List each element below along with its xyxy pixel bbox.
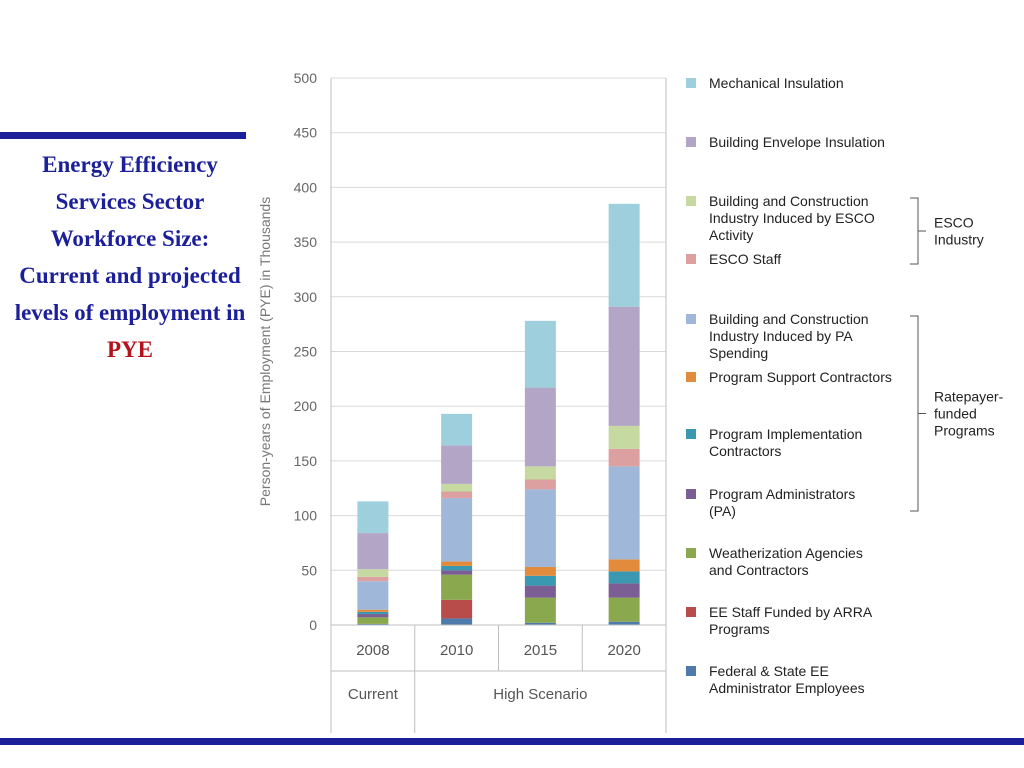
y-tick-label-50: 50 — [301, 562, 317, 578]
bar-2008-program-administrators-pa — [357, 614, 389, 618]
x-tick-label-2010: 2010 — [440, 642, 473, 659]
bar-2015-mechanical-insulation — [524, 320, 556, 388]
legend-item-program-implementation-contractors-label: Program Implementation Contractors — [709, 426, 862, 459]
legend-item-esco-staff-label: ESCO Staff — [709, 251, 781, 267]
y-tick-label-250: 250 — [294, 344, 318, 360]
bar-2020-federal-state-ee-administrator-employees — [608, 621, 640, 625]
y-axis-label: Person-years of Employment (PYE) in Thou… — [257, 197, 273, 506]
legend-item-weatherization-agencies-and-contractors-label: Weatherization Agencies and Contractors — [709, 545, 863, 578]
bar-2010-building-and-construction-industry-induced-by-pa-spending — [441, 498, 473, 562]
legend-item-esco-staff-swatch — [686, 254, 696, 264]
y-tick-label-0: 0 — [309, 617, 317, 633]
legend-item-program-support-contractors-swatch — [686, 372, 696, 382]
legend-item-program-administrators-pa-swatch — [686, 489, 696, 499]
bar-2020-mechanical-insulation — [608, 203, 640, 307]
bar-2010-program-implementation-contractors — [441, 565, 473, 571]
x-tick-label-2015: 2015 — [524, 642, 557, 659]
bar-2008-program-support-contractors — [357, 609, 389, 612]
bar-2008-federal-state-ee-administrator-employees — [357, 623, 389, 625]
bar-2008-mechanical-insulation — [357, 501, 389, 534]
bar-2020-building-envelope-insulation — [608, 306, 640, 426]
x-tick-label-2008: 2008 — [356, 642, 389, 659]
x-axis-table: 2008 2010 2015 2020 Current High Scenario — [331, 624, 666, 733]
chart-bars — [357, 203, 640, 625]
bar-2008-weatherization-agencies-and-contractors — [357, 617, 389, 624]
y-tick-label-500: 500 — [294, 70, 318, 86]
y-tick-label-300: 300 — [294, 289, 318, 305]
legend-item-building-and-construction-industry-induced-by-esco-activity-label: Building and Construction Industry Induce… — [709, 193, 875, 243]
bar-2015-program-administrators-pa — [524, 585, 556, 598]
y-tick-label-100: 100 — [294, 508, 318, 524]
y-tick-label-200: 200 — [294, 398, 318, 414]
bar-2008-building-envelope-insulation — [357, 533, 389, 570]
bar-2020-program-support-contractors — [608, 559, 640, 572]
bar-2008-esco-staff — [357, 576, 389, 582]
bar-2015-program-implementation-contractors — [524, 575, 556, 586]
bar-2015-esco-staff — [524, 479, 556, 490]
bar-2008-program-implementation-contractors — [357, 611, 389, 615]
legend-bracket-ratepayer-funded-programs — [910, 315, 926, 512]
bar-2020-building-and-construction-industry-induced-by-pa-spending — [608, 466, 640, 560]
legend-item-program-administrators-pa-label: Program Administrators (PA) — [709, 486, 855, 519]
legend-item-building-and-construction-industry-induced-by-pa-spending-swatch — [686, 314, 696, 324]
bar-2010-weatherization-agencies-and-contractors — [441, 574, 473, 600]
bar-2020-esco-staff — [608, 448, 640, 467]
legend-bracket-esco-industry — [910, 197, 926, 265]
bar-2010-federal-state-ee-administrator-employees — [441, 618, 473, 625]
bar-2010-building-and-construction-industry-induced-by-esco-activity — [441, 483, 473, 492]
legend-item-weatherization-agencies-and-contractors-swatch — [686, 548, 696, 558]
bar-2008-building-and-construction-industry-induced-by-esco-activity — [357, 569, 389, 577]
legend-item-building-envelope-insulation-swatch — [686, 137, 696, 147]
bar-2015-federal-state-ee-administrator-employees — [524, 622, 556, 625]
x-group-label-current: Current — [348, 686, 399, 703]
legend-bracket-label-esco-industry: ESCO Industry — [934, 215, 984, 248]
legend-item-federal-state-ee-administrator-employees-swatch — [686, 666, 696, 676]
bar-2015-building-envelope-insulation — [524, 387, 556, 467]
y-tick-label-450: 450 — [294, 125, 318, 141]
slide-title: Energy Efficiency Services Sector Workfo… — [14, 146, 246, 368]
bar-2020-program-implementation-contractors — [608, 571, 640, 584]
legend-item-building-envelope-insulation-label: Building Envelope Insulation — [709, 134, 885, 150]
legend-item-mechanical-insulation-swatch — [686, 78, 696, 88]
stacked-bar-chart: 0 50 100 150 200 250 300 350 400 450 500 Person-ye… — [257, 70, 1004, 733]
bar-2015-program-support-contractors — [524, 567, 556, 576]
legend-item-ee-staff-funded-by-arra-programs-swatch — [686, 607, 696, 617]
bar-2008-building-and-construction-industry-induced-by-pa-spending — [357, 581, 389, 610]
y-axis-ticks: 0 50 100 150 200 250 300 350 400 450 500 — [294, 70, 318, 633]
bar-2015-building-and-construction-industry-induced-by-esco-activity — [524, 466, 556, 480]
top-accent-bar — [0, 132, 246, 139]
bar-2015-building-and-construction-industry-induced-by-pa-spending — [524, 489, 556, 568]
bar-2010-ee-staff-funded-by-arra-programs — [441, 599, 473, 619]
bar-2010-building-envelope-insulation — [441, 445, 473, 484]
legend-item-program-implementation-contractors-swatch — [686, 429, 696, 439]
x-tick-label-2020: 2020 — [607, 642, 640, 659]
legend-item-building-and-construction-industry-induced-by-esco-activity-swatch — [686, 196, 696, 206]
bar-2010-mechanical-insulation — [441, 413, 473, 446]
legend-item-program-support-contractors-label: Program Support Contractors — [709, 369, 892, 385]
slide-title-main: Energy Efficiency Services Sector Workfo… — [14, 152, 246, 325]
x-group-label-high-scenario: High Scenario — [493, 686, 587, 703]
legend-item-federal-state-ee-administrator-employees-label: Federal & State EE Administrator Employee… — [709, 663, 865, 696]
legend-item-building-and-construction-industry-induced-by-pa-spending-label: Building and Construction Industry Induce… — [709, 311, 869, 361]
y-tick-label-400: 400 — [294, 179, 318, 195]
bar-2020-weatherization-agencies-and-contractors — [608, 597, 640, 622]
legend-item-mechanical-insulation-label: Mechanical Insulation — [709, 75, 844, 91]
y-tick-label-350: 350 — [294, 234, 318, 250]
chart-legend: Mechanical Insulation Building Envelope I… — [686, 75, 1004, 696]
bar-2010-program-support-contractors — [441, 561, 473, 566]
bottom-accent-bar — [0, 738, 1024, 745]
y-tick-label-150: 150 — [294, 453, 318, 469]
bar-2010-program-administrators-pa — [441, 570, 473, 575]
legend-item-ee-staff-funded-by-arra-programs-label: EE Staff Funded by ARRA Programs — [709, 604, 873, 637]
bar-2015-weatherization-agencies-and-contractors — [524, 597, 556, 623]
bar-2020-program-administrators-pa — [608, 583, 640, 598]
slide-title-accent: PYE — [107, 337, 153, 362]
bar-2020-building-and-construction-industry-induced-by-esco-activity — [608, 425, 640, 449]
legend-bracket-label-ratepayer-funded-programs: Ratepayer-funded Programs — [934, 389, 1004, 439]
bar-2010-esco-staff — [441, 491, 473, 499]
